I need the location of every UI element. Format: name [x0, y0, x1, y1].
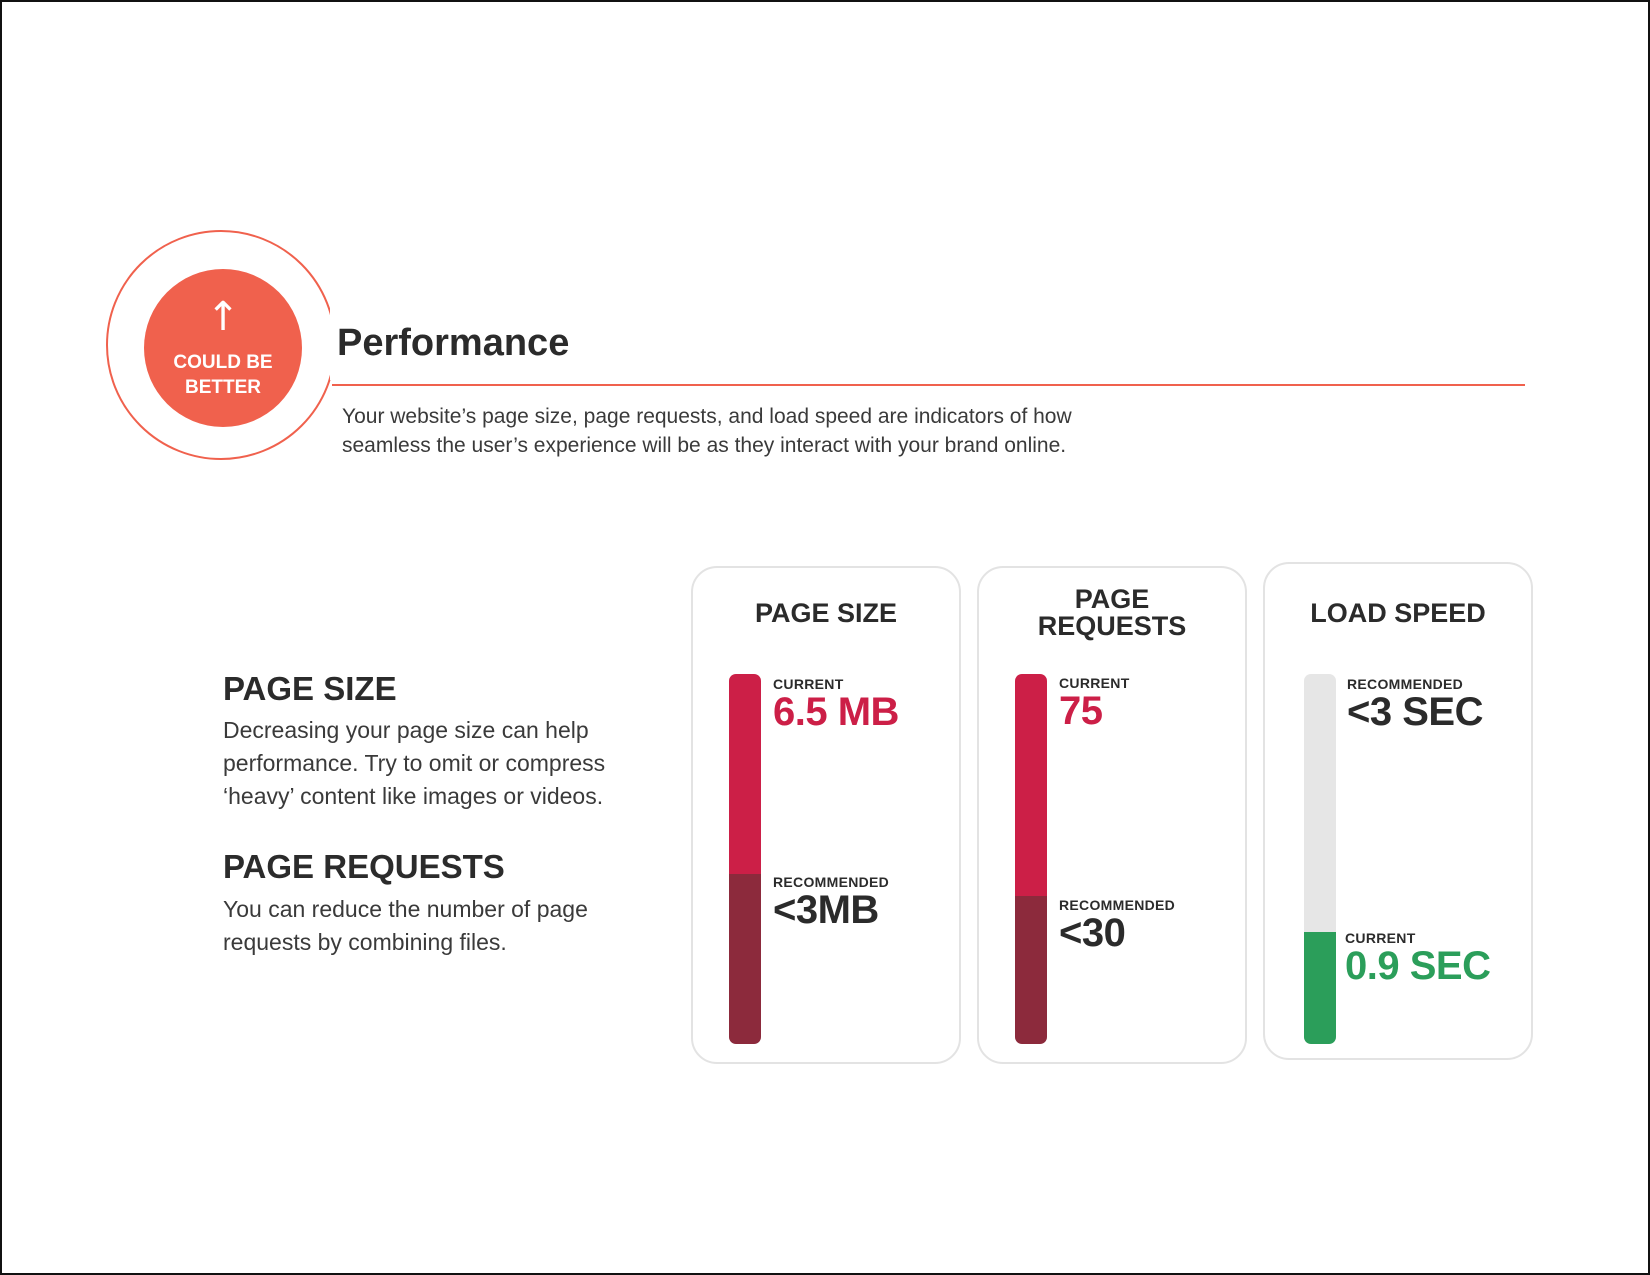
recommended-label: RECOMMENDED: [1059, 897, 1176, 913]
recommended-bar-segment: [1015, 896, 1047, 1044]
section-title: Performance: [337, 322, 570, 364]
load-speed-card: LOAD SPEED RECOMMENDED <3 SEC CURRENT 0.…: [1263, 562, 1533, 1060]
title-divider: [332, 384, 1525, 386]
card-title: PAGE SIZE: [754, 598, 898, 628]
recommended-label: RECOMMENDED: [1347, 676, 1464, 692]
section-intro: Your website’s page size, page requests,…: [342, 405, 1072, 457]
arrow-up-icon: ↑: [206, 294, 240, 340]
current-bar-segment: [1304, 932, 1336, 1044]
recommended-label: RECOMMENDED: [773, 874, 890, 890]
page-requests-text: You can reduce the number of page reques…: [223, 896, 588, 955]
current-value: 0.9 SEC: [1345, 944, 1491, 988]
recommended-value: <30: [1059, 911, 1126, 955]
current-label: CURRENT: [1345, 930, 1416, 946]
current-bar-segment: [1015, 674, 1047, 896]
current-label: CURRENT: [773, 676, 844, 692]
page-size-card: PAGE SIZE CURRENT 6.5 MB RECOMMENDED <3M…: [691, 566, 961, 1064]
recommended-value: <3 SEC: [1347, 690, 1483, 734]
page-size-text: Decreasing your page size can help perfo…: [223, 717, 606, 809]
current-label: CURRENT: [1059, 675, 1130, 691]
card-title: LOAD SPEED: [1310, 598, 1486, 628]
current-value: 6.5 MB: [773, 690, 899, 734]
card-title: PAGE REQUESTS: [1037, 584, 1187, 641]
current-bar-segment: [729, 674, 761, 874]
page-requests-heading: PAGE REQUESTS: [223, 848, 505, 885]
load-speed-bar: [1304, 674, 1336, 1044]
recommended-bar-segment: [729, 874, 761, 1044]
page-requests-card: PAGE REQUESTS CURRENT 75 RECOMMENDED <30: [977, 566, 1247, 1064]
current-value: 75: [1059, 689, 1103, 733]
ring-gap: [330, 230, 370, 380]
page-requests-bar: [1015, 674, 1047, 1044]
status-badge: ↑ COULD BE BETTER: [144, 269, 302, 427]
badge-label: COULD BE BETTER: [173, 352, 273, 398]
recommended-bar-segment: [1304, 674, 1336, 932]
recommended-value: <3MB: [773, 888, 879, 932]
page-size-bar: [729, 674, 761, 1044]
page-size-heading: PAGE SIZE: [223, 670, 397, 707]
